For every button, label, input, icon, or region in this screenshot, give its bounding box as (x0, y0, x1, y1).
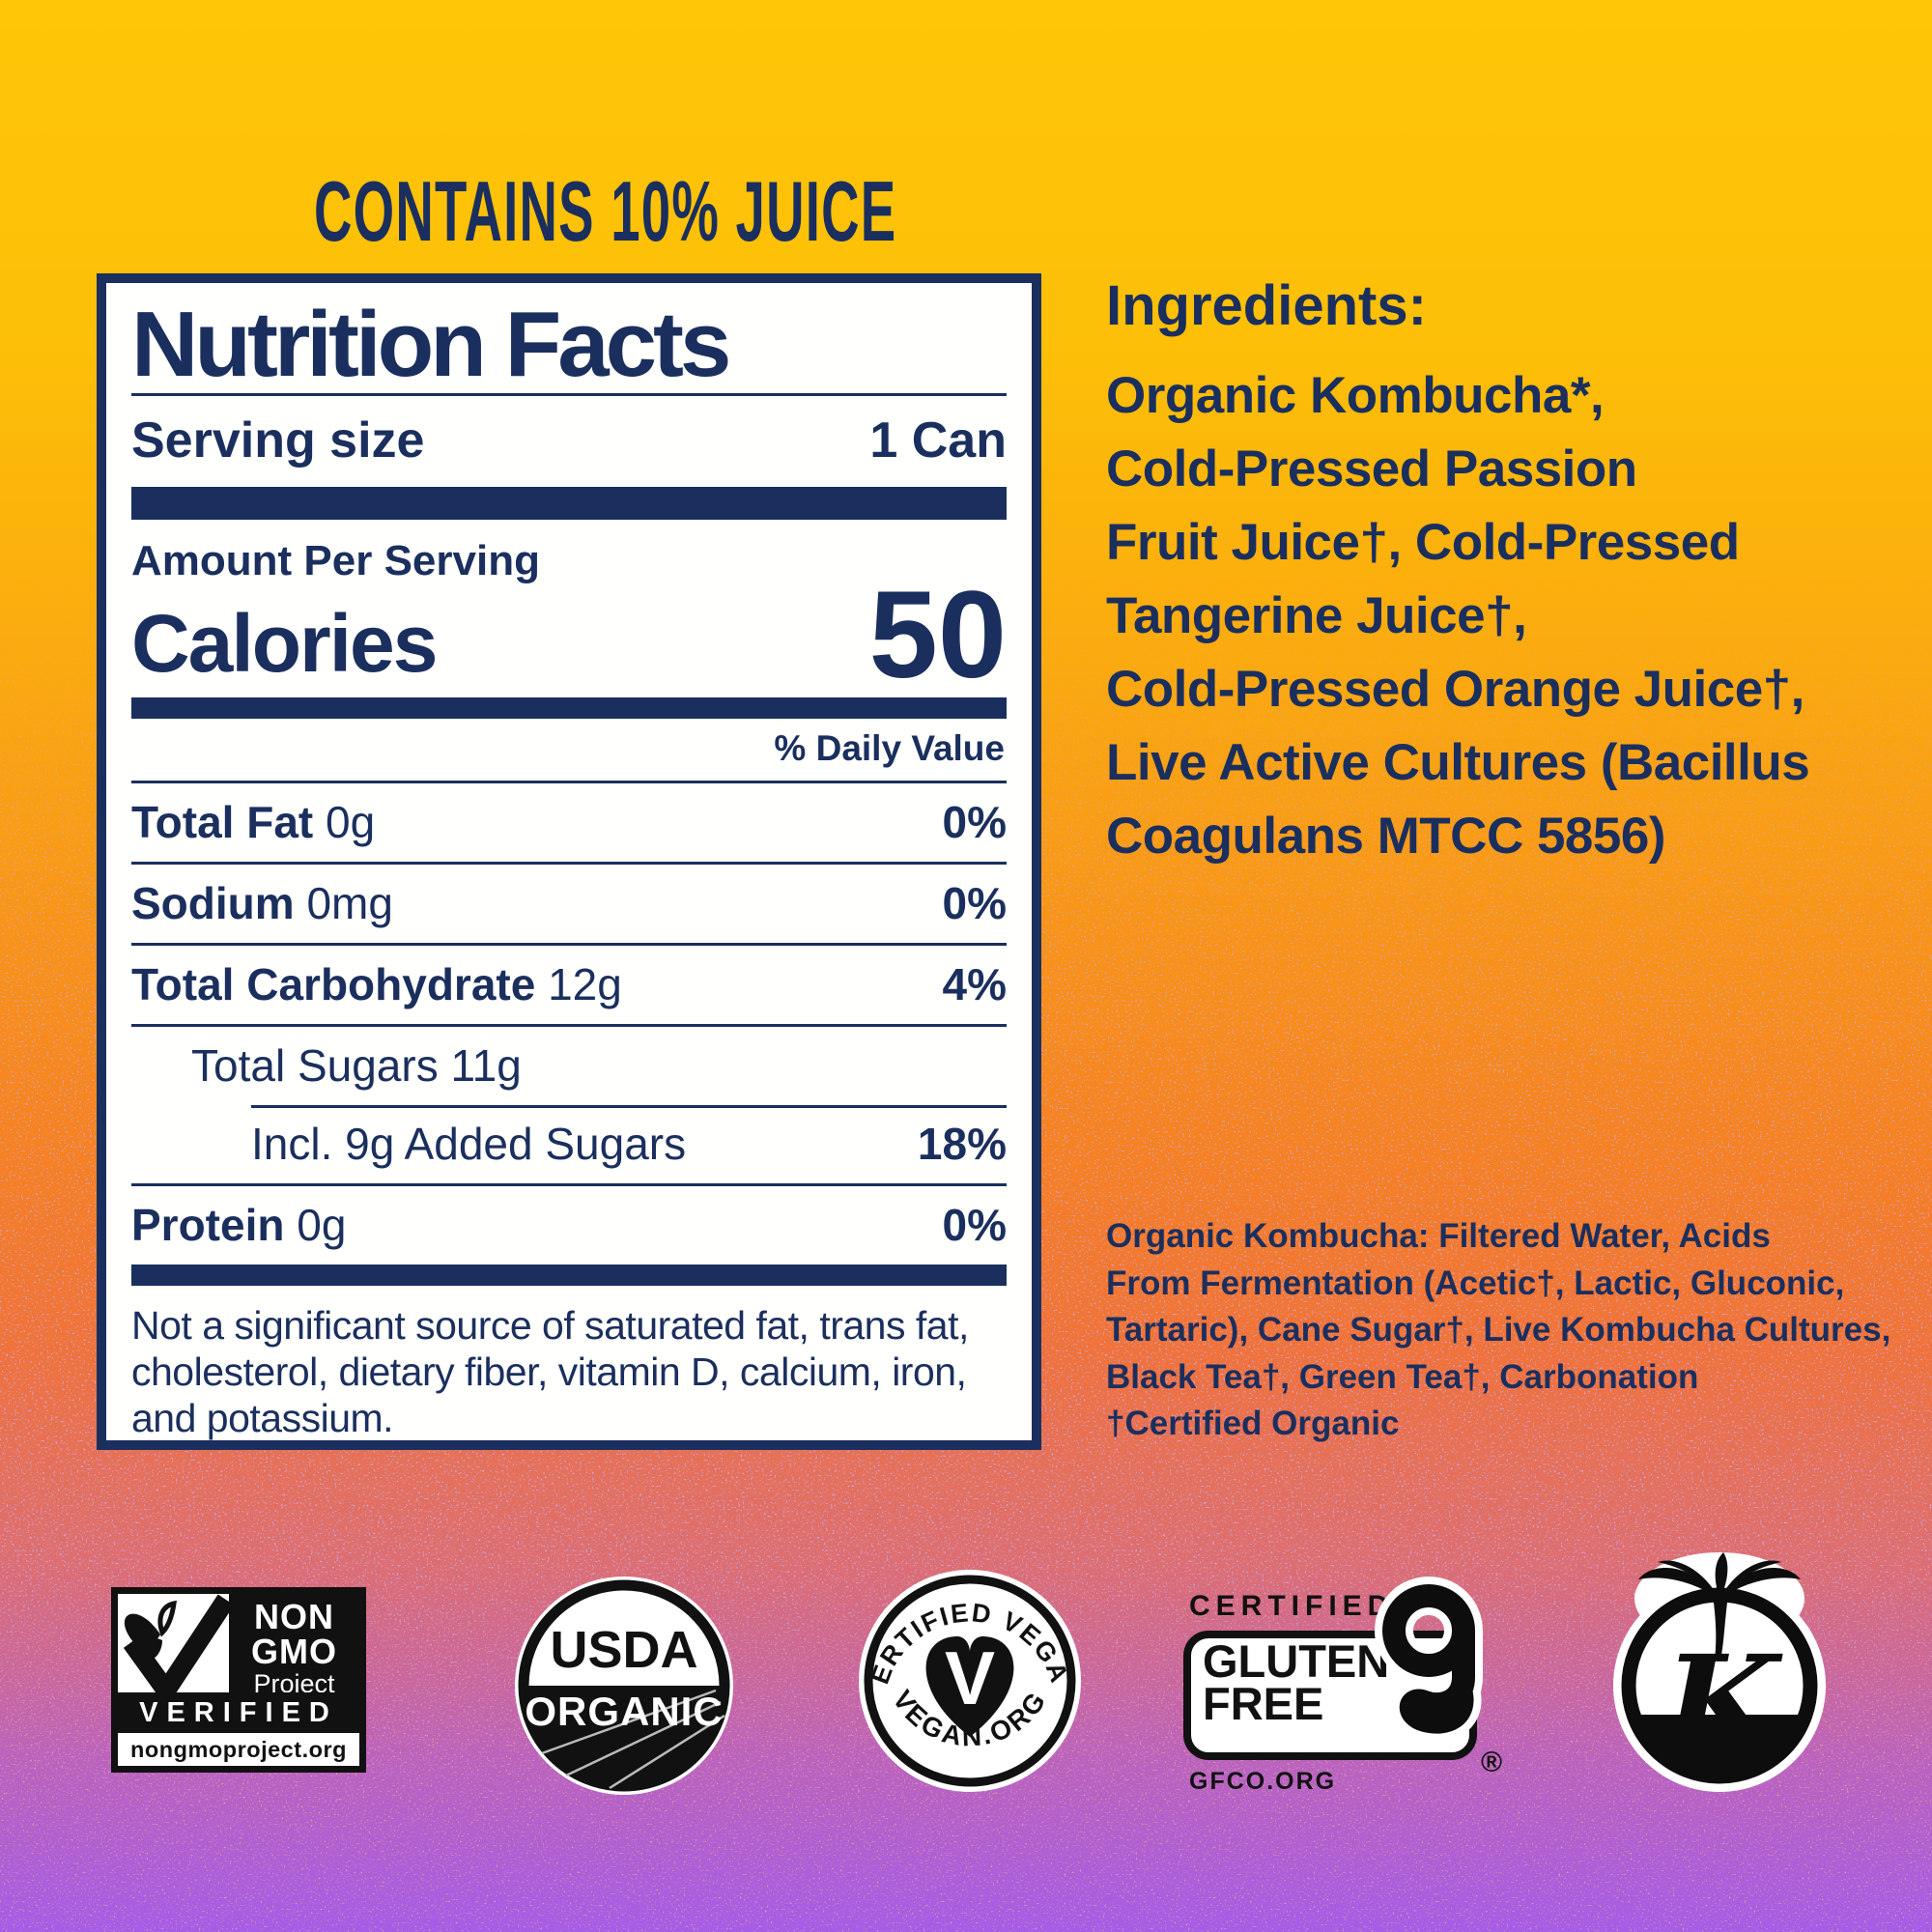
ingredients-line: Fruit Juice†, Cold-Pressed (1106, 514, 1740, 571)
certified-gluten-free-badge: CERTIFIED GLUTEN FREE ® GFCO.ORG (1183, 1577, 1512, 1795)
usda-organic-badge: USDA ORGANIC (515, 1577, 733, 1795)
ingredients-heading: Ingredients: (1106, 274, 1427, 337)
gf-gluten-text: GLUTEN (1203, 1635, 1390, 1687)
calories-label: Calories (131, 597, 438, 689)
sub-ingredients-line: Tartaric), Cane Sugar†, Live Kombucha Cu… (1106, 1311, 1891, 1349)
amount-per-serving-label: Amount Per Serving (131, 536, 540, 584)
serving-size-row: Serving size 1 Can (131, 396, 1007, 487)
ingredients-line: Coagulans MTCC 5856) (1106, 808, 1666, 865)
nutrition-footnote: Not a significant source of saturated fa… (131, 1302, 969, 1440)
nutrient-amount: Total Sugars 11g (191, 1039, 522, 1091)
nutrient-amount: 12g (535, 958, 622, 1009)
nutrient-rows: Total Fat 0g 0% Sodium 0mg 0% Total Carb… (131, 780, 1007, 1267)
serving-size-value: 1 Can (869, 412, 1007, 469)
kosher-palm-k-badge: K (1613, 1552, 1826, 1792)
gfco-g-icon (1375, 1577, 1483, 1742)
nutrient-amount: 0g (284, 1199, 347, 1250)
gfco-url: GFCO.ORG (1189, 1768, 1337, 1795)
nutrient-amount: 0g (313, 796, 376, 847)
nutrient-dv: 18% (917, 1118, 1007, 1169)
nutrient-dv: 0% (942, 877, 1007, 928)
vegan-v-letter: V (945, 1635, 995, 1720)
calories-value: 50 (868, 565, 1007, 704)
nutrition-facts-title: Nutrition Facts (131, 293, 731, 396)
nutrient-name: Protein (131, 1199, 285, 1250)
row-total-sugars: Total Sugars 11g (131, 1023, 1007, 1105)
thick-divider (131, 486, 1007, 520)
row-added-sugars: Incl. 9g Added Sugars 18% (131, 1104, 1007, 1183)
nutrient-dv: 0% (942, 1199, 1007, 1250)
juice-claim: CONTAINS 10% JUICE (314, 163, 897, 259)
ingredients-line: Cold-Pressed Passion (1106, 440, 1637, 497)
ingredients-line: Cold-Pressed Orange Juice†, (1106, 661, 1804, 718)
ingredients-line: Tangerine Juice†, (1106, 587, 1527, 644)
ingredients-line: Live Active Cultures (Bacillus (1106, 734, 1810, 791)
ingredients-section: Ingredients: Organic Kombucha*, Cold-Pre… (1106, 273, 1908, 873)
palm-tree-icon (1638, 1552, 1801, 1661)
gf-free-text: FREE (1203, 1678, 1324, 1729)
sub-ingredients-line: Black Tea†, Green Tea†, Carbonation (1106, 1357, 1699, 1396)
row-sodium: Sodium 0mg 0% (131, 861, 1007, 943)
sub-ingredients-line: Organic Kombucha: Filtered Water, Acids (1106, 1217, 1771, 1255)
calories-row: Calories 50 (131, 565, 1007, 704)
ingredients-line: Organic Kombucha*, (1106, 367, 1605, 424)
nutrient-name: Sodium (131, 877, 295, 928)
thick-divider (131, 696, 1007, 719)
nutrition-facts-panel: Nutrition Facts Serving size 1 Can Amoun… (97, 273, 1041, 1450)
divider (131, 392, 1007, 396)
row-total-fat: Total Fat 0g 0% (131, 780, 1007, 862)
row-total-carbohydrate: Total Carbohydrate 12g 4% (131, 942, 1007, 1024)
sub-ingredients-line: †Certified Organic (1106, 1405, 1400, 1442)
row-protein: Protein 0g 0% (131, 1182, 1007, 1264)
verified-bar: VERIFIED (118, 1692, 359, 1733)
nutrient-amount: 0mg (294, 877, 393, 928)
sub-ingredients-line: From Fermentation (Acetic†, Lactic, Gluc… (1106, 1264, 1845, 1302)
usda-text: USDA (550, 1621, 697, 1679)
organic-text: ORGANIC (525, 1689, 723, 1734)
serving-size-label: Serving size (131, 412, 425, 469)
kombucha-sub-ingredients: Organic Kombucha: Filtered Water, Acids … (1106, 1213, 1918, 1448)
heart-icon (925, 1635, 1014, 1737)
nutrient-amount: Incl. 9g Added Sugars (251, 1118, 687, 1169)
non-gmo-url: nongmoproject.org (118, 1733, 359, 1766)
gf-certified-text: CERTIFIED (1189, 1590, 1395, 1622)
certified-vegan-badge: CERTIFIED VEGAN VEGAN.ORG V (858, 1569, 1081, 1792)
non-gmo-project-badge: NON GMO Project VERIFIED nongmoproject.o… (111, 1587, 366, 1773)
nutrient-dv: 0% (942, 796, 1007, 847)
nutrient-name: Total Carbohydrate (131, 958, 536, 1009)
butterfly-checkmark-icon (123, 1594, 235, 1708)
daily-value-header: % Daily Value (774, 727, 1005, 768)
nutrient-name: Total Fat (131, 796, 314, 847)
thick-divider (131, 1264, 1007, 1286)
kosher-k-letter: K (1661, 1627, 1783, 1781)
registered-mark: ® (1481, 1747, 1503, 1778)
non-gmo-wordmark: NON GMO Project (229, 1594, 359, 1697)
nutrient-dv: 4% (942, 958, 1007, 1009)
